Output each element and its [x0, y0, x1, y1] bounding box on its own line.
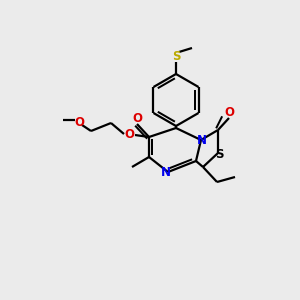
Text: O: O [124, 128, 134, 142]
Text: O: O [224, 106, 234, 119]
Text: S: S [172, 50, 180, 64]
Text: N: N [161, 167, 171, 179]
Text: O: O [74, 116, 84, 130]
Text: N: N [197, 134, 207, 146]
Text: S: S [215, 148, 223, 160]
Text: O: O [132, 112, 142, 125]
